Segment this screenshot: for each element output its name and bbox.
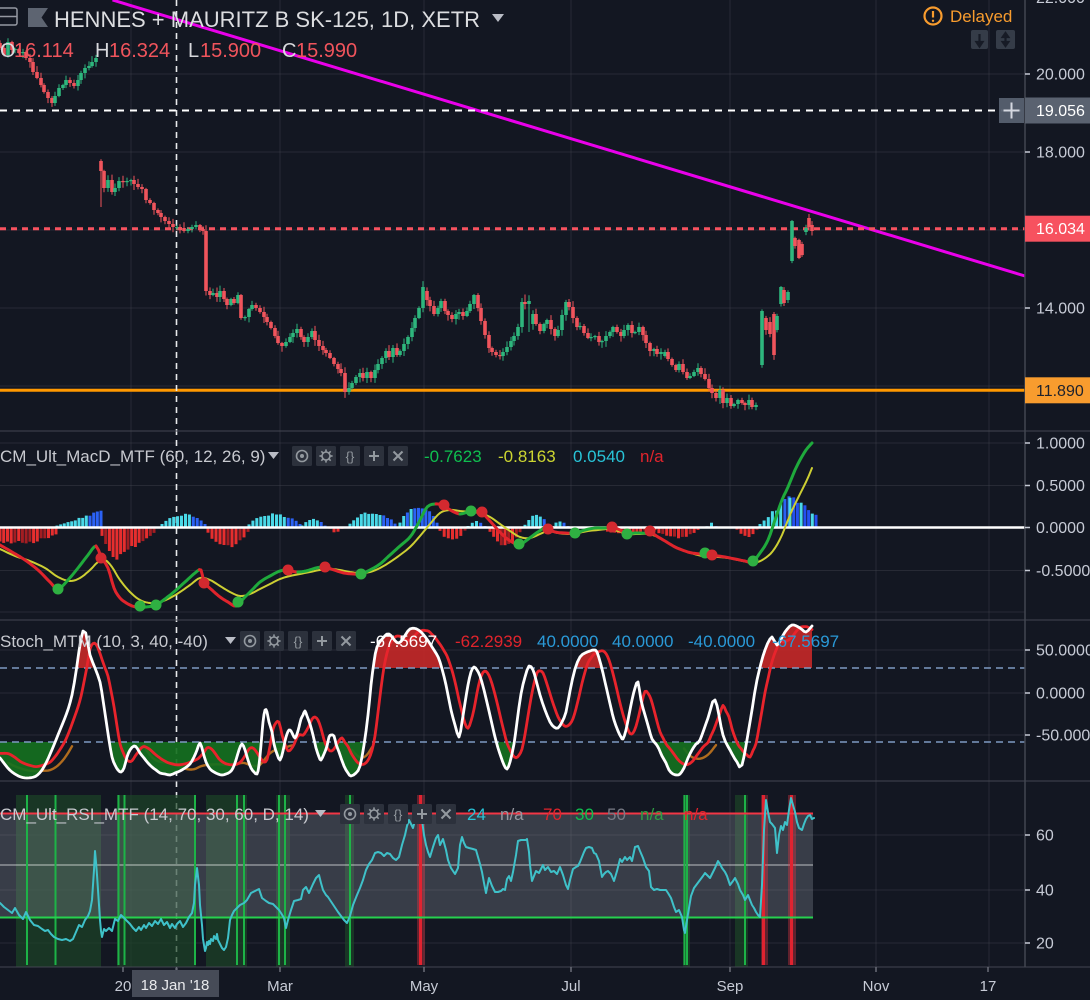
svg-text:11.890: 11.890 bbox=[1036, 383, 1084, 400]
svg-text:H: H bbox=[95, 40, 109, 62]
svg-text:15.900: 15.900 bbox=[200, 40, 261, 62]
svg-text:May: May bbox=[410, 978, 439, 995]
svg-text:40: 40 bbox=[1036, 883, 1054, 900]
svg-text:18.000: 18.000 bbox=[1036, 145, 1085, 162]
svg-text:Mar: Mar bbox=[267, 978, 293, 995]
svg-text:-67.5697: -67.5697 bbox=[370, 632, 437, 651]
svg-text:Stoch_MTM (10, 3, 40, -40): Stoch_MTM (10, 3, 40, -40) bbox=[0, 632, 208, 651]
svg-text:0.0000: 0.0000 bbox=[1036, 520, 1085, 537]
svg-text:0.0540: 0.0540 bbox=[573, 447, 625, 466]
svg-text:Sep: Sep bbox=[717, 978, 744, 995]
svg-text:-0.7623: -0.7623 bbox=[424, 447, 482, 466]
svg-text:70: 70 bbox=[543, 805, 562, 824]
svg-text:30: 30 bbox=[575, 805, 594, 824]
svg-text:CM_Ult_MacD_MTF (60, 12, 26, 9: CM_Ult_MacD_MTF (60, 12, 26, 9) bbox=[0, 447, 265, 466]
svg-text:-62.2939: -62.2939 bbox=[455, 632, 522, 651]
svg-text:CM_Ult_RSI_MTF (14, 70, 30, 60: CM_Ult_RSI_MTF (14, 70, 30, 60, D, 14) bbox=[0, 805, 309, 824]
svg-text:40.0000: 40.0000 bbox=[537, 632, 598, 651]
svg-text:16.114: 16.114 bbox=[14, 40, 74, 62]
svg-text:-67.5697: -67.5697 bbox=[772, 632, 839, 651]
svg-text:n/a: n/a bbox=[500, 805, 524, 824]
svg-text:50: 50 bbox=[607, 805, 626, 824]
svg-text:n/a: n/a bbox=[640, 447, 664, 466]
svg-text:{}: {} bbox=[294, 634, 303, 649]
svg-text:Jul: Jul bbox=[561, 978, 580, 995]
svg-text:{}: {} bbox=[346, 449, 355, 464]
svg-text:L: L bbox=[188, 40, 199, 62]
svg-text:16.324: 16.324 bbox=[109, 40, 170, 62]
svg-text:0.5000: 0.5000 bbox=[1036, 478, 1085, 495]
svg-text:40.0000: 40.0000 bbox=[612, 632, 673, 651]
svg-text:15.990: 15.990 bbox=[296, 40, 357, 62]
svg-text:16.034: 16.034 bbox=[1036, 221, 1085, 238]
svg-text:20.000: 20.000 bbox=[1036, 67, 1085, 84]
svg-text:C: C bbox=[282, 40, 296, 62]
svg-text:-40.0000: -40.0000 bbox=[688, 632, 755, 651]
svg-text:20: 20 bbox=[115, 978, 132, 995]
svg-text:-0.8163: -0.8163 bbox=[498, 447, 556, 466]
svg-text:22.000: 22.000 bbox=[1036, 0, 1085, 7]
svg-text:0.0000: 0.0000 bbox=[1036, 686, 1085, 703]
svg-text:20: 20 bbox=[1036, 936, 1054, 953]
svg-text:1.0000: 1.0000 bbox=[1036, 436, 1085, 453]
svg-text:O: O bbox=[0, 40, 16, 62]
svg-text:60: 60 bbox=[1036, 828, 1054, 845]
svg-text:-0.5000: -0.5000 bbox=[1036, 563, 1090, 580]
svg-text:n/a: n/a bbox=[640, 805, 664, 824]
svg-text:n/a: n/a bbox=[684, 805, 708, 824]
svg-text:{}: {} bbox=[394, 807, 403, 822]
svg-text:19.056: 19.056 bbox=[1036, 103, 1085, 120]
svg-text:24: 24 bbox=[467, 805, 486, 824]
svg-text:14.000: 14.000 bbox=[1036, 301, 1085, 318]
svg-text:HENNES + MAURITZ B SK-125, 1D,: HENNES + MAURITZ B SK-125, 1D, XETR bbox=[54, 7, 480, 32]
svg-text:17: 17 bbox=[980, 978, 997, 995]
svg-text:50.0000: 50.0000 bbox=[1036, 643, 1090, 660]
svg-text:Delayed: Delayed bbox=[950, 7, 1012, 26]
svg-text:18 Jan '18: 18 Jan '18 bbox=[141, 977, 210, 994]
svg-text:Nov: Nov bbox=[863, 978, 890, 995]
svg-text:-50.000: -50.000 bbox=[1036, 728, 1090, 745]
